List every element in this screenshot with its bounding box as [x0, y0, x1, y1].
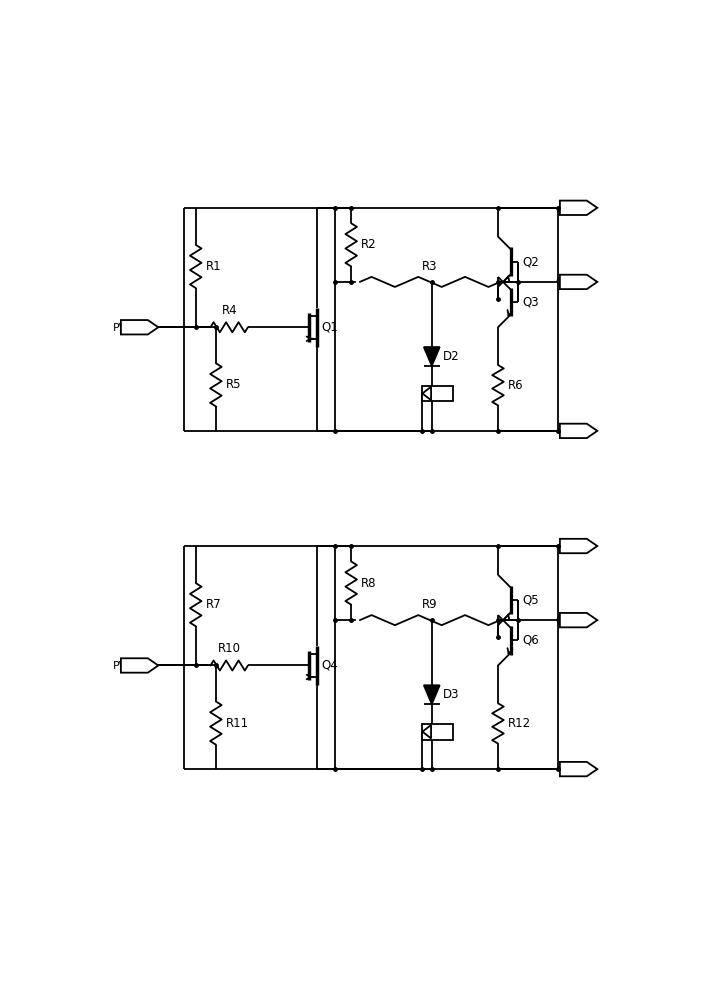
- Text: BAT-: BAT-: [561, 764, 583, 774]
- Polygon shape: [424, 347, 440, 366]
- Text: PWM_A: PWM_A: [113, 322, 153, 333]
- Text: Q1: Q1: [321, 321, 338, 334]
- Text: R7: R7: [206, 598, 221, 611]
- Text: PWM_B: PWM_B: [113, 660, 153, 671]
- Text: R1: R1: [206, 260, 221, 273]
- Polygon shape: [560, 539, 597, 553]
- Text: R3: R3: [422, 260, 438, 273]
- Polygon shape: [560, 613, 597, 627]
- Text: Q4: Q4: [321, 659, 338, 672]
- Text: Q3: Q3: [522, 296, 539, 309]
- Text: R9: R9: [422, 598, 438, 611]
- Text: SD: SD: [433, 727, 448, 737]
- Text: R2: R2: [361, 238, 376, 251]
- Polygon shape: [121, 658, 158, 673]
- Text: D3: D3: [443, 688, 460, 701]
- Text: R5: R5: [226, 378, 242, 391]
- Polygon shape: [424, 685, 440, 704]
- Text: +12V: +12V: [558, 203, 587, 213]
- Text: R6: R6: [508, 379, 524, 392]
- Polygon shape: [422, 725, 431, 738]
- Polygon shape: [560, 424, 597, 438]
- Text: R11: R11: [226, 717, 249, 730]
- Text: +12V: +12V: [558, 541, 587, 551]
- Text: R4: R4: [221, 304, 237, 317]
- Polygon shape: [560, 762, 597, 776]
- Bar: [422, 724, 452, 740]
- Text: R10: R10: [218, 642, 240, 655]
- Text: BAT-: BAT-: [561, 426, 583, 436]
- Text: OUT_A: OUT_A: [555, 276, 590, 287]
- Polygon shape: [121, 320, 158, 334]
- Text: R12: R12: [508, 717, 531, 730]
- Text: Q2: Q2: [522, 255, 539, 268]
- Text: D2: D2: [443, 350, 460, 363]
- Text: Q6: Q6: [522, 634, 539, 647]
- Bar: [422, 386, 452, 401]
- Text: Q5: Q5: [522, 593, 539, 606]
- Polygon shape: [560, 201, 597, 215]
- Polygon shape: [422, 387, 431, 400]
- Polygon shape: [560, 275, 597, 289]
- Text: OUT_B: OUT_B: [555, 615, 590, 626]
- Text: SD: SD: [433, 388, 448, 398]
- Text: R8: R8: [361, 577, 376, 590]
